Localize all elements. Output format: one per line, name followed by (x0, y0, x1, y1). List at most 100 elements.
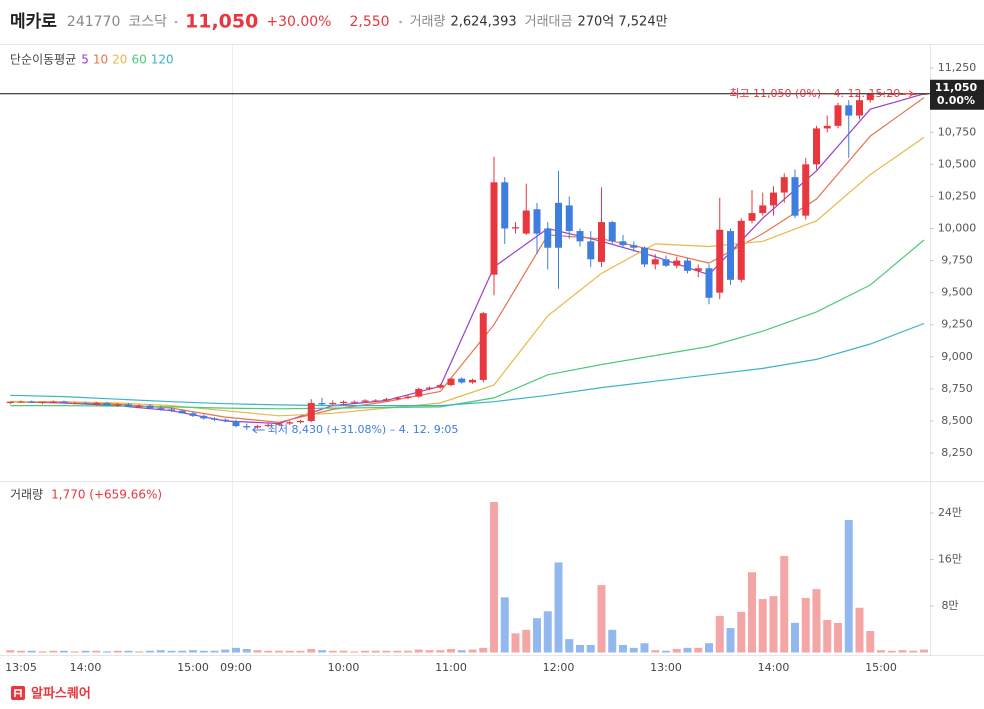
volume-bar (705, 643, 713, 653)
candle-body (211, 418, 218, 420)
volume-bar (801, 597, 810, 653)
candle-body (178, 410, 186, 414)
x-tick-label: 09:00 (220, 661, 252, 674)
candle-body (415, 388, 423, 397)
candle-body (82, 403, 89, 405)
volume-bar (49, 650, 58, 653)
candle-body (555, 202, 562, 248)
volume-bar (221, 649, 230, 653)
volume-bar (683, 647, 692, 653)
volume-bar (898, 650, 907, 653)
volume-bar (285, 650, 294, 653)
candle-body (512, 227, 519, 229)
brand-logo-glyph (14, 689, 22, 697)
x-tick-label: 15:00 (177, 661, 209, 674)
candle-body (662, 259, 670, 266)
candle-body (737, 220, 745, 280)
candle-body (200, 415, 208, 419)
y-tick-label: 10,250 (938, 189, 977, 202)
volume-bar (447, 649, 455, 653)
volume-bar (81, 650, 90, 653)
volume-bar (135, 651, 144, 653)
volume-bar (253, 650, 262, 653)
candle-body (608, 222, 616, 242)
y-tick-label: 10,750 (938, 125, 977, 138)
candle-body (92, 403, 100, 405)
legend-item: 60 (131, 53, 146, 67)
volume-bar (662, 650, 670, 653)
candle-body (802, 164, 810, 216)
candle-body (823, 125, 831, 129)
volume-bar (855, 607, 864, 653)
candle-body (254, 426, 261, 428)
volume-bar (726, 628, 735, 653)
candle-body (447, 378, 455, 386)
x-tick-label: 15:00 (865, 661, 897, 674)
y-tick-label: 9,500 (941, 286, 973, 299)
x-tick-label: 14:00 (70, 661, 102, 674)
candle-body (307, 403, 315, 421)
volume-bar (27, 650, 36, 653)
last-price-box (930, 79, 984, 110)
candle-body (813, 128, 820, 165)
volume-bar (586, 644, 595, 653)
volume-bar (6, 650, 15, 653)
volume-title: 거래량 (10, 488, 43, 502)
candle-body (469, 379, 476, 383)
y-tick-label: 11,250 (938, 61, 977, 74)
x-tick-label: 14:00 (758, 661, 790, 674)
volume-bar (70, 651, 79, 653)
ma-line (10, 93, 925, 425)
volume-bar (576, 644, 584, 653)
candle-body (694, 268, 702, 271)
volume-bar (522, 629, 531, 653)
volume-bar (608, 629, 617, 653)
candle-body (297, 420, 304, 423)
candle-body (103, 403, 111, 406)
candle-body (490, 182, 498, 275)
volume-bar (812, 589, 821, 653)
y-tick-label: 8,500 (941, 414, 973, 427)
volume-bar (92, 650, 101, 653)
volume-bar (543, 611, 552, 653)
candle-body (17, 401, 25, 403)
candle-body (479, 313, 487, 380)
y-tick-label: 9,250 (941, 318, 973, 331)
annotation-text: 최저 8,430 (+31.08%) – 4. 12. 9:05 (268, 423, 459, 436)
volume-bar (866, 631, 875, 653)
volume-subtitle: 1,770 (+659.66%) (51, 488, 162, 502)
volume-bar (834, 622, 842, 653)
volume-bar (264, 650, 273, 653)
stock-code: 241770 (67, 14, 120, 30)
candle-body (856, 100, 863, 116)
candle-body (60, 401, 68, 404)
volume-bar (748, 572, 756, 653)
y-tick-label: 10,500 (938, 157, 977, 170)
stock-name: 메카로 (10, 12, 57, 32)
candle-body (436, 385, 444, 388)
annotation-text: 최고 11,050 (0%) – 4. 12. 15:20 (729, 87, 900, 100)
y-tick-label: 10,000 (938, 221, 977, 234)
volume-bar (103, 651, 111, 653)
volume-bar (791, 622, 799, 653)
annotation-arrow (903, 90, 915, 98)
volume-bar (619, 644, 627, 653)
candle-body (372, 400, 380, 402)
candle-body (71, 403, 79, 405)
candle-body (458, 378, 466, 383)
volume-bar (17, 650, 25, 653)
volume-bar (124, 650, 133, 653)
x-tick-label: 12:00 (543, 661, 575, 674)
candle-body (404, 396, 412, 398)
candle-body (748, 213, 756, 221)
volume-bar (844, 520, 853, 653)
candle-body (329, 403, 337, 405)
candle-body (125, 404, 132, 407)
x-tick-label: 13:00 (650, 661, 682, 674)
current-price: 11,050 (185, 11, 258, 33)
volume-bar (672, 649, 681, 653)
candle-body (727, 231, 734, 280)
x-tick-label: 10:00 (328, 661, 360, 674)
legend-item: 120 (151, 53, 174, 67)
legend-item: 10 (93, 53, 108, 67)
